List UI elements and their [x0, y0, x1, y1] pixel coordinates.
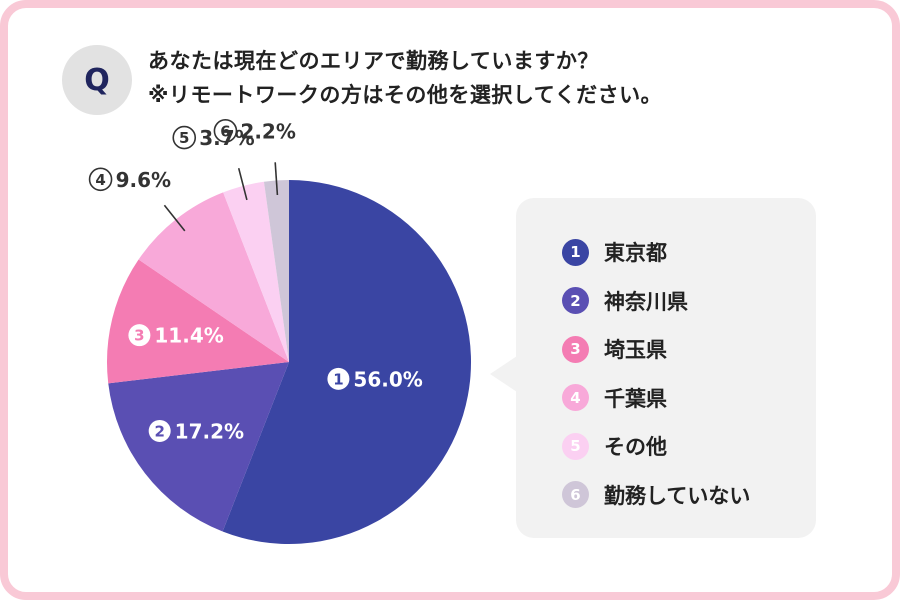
legend-label-6: 勤務していない: [604, 483, 751, 508]
legend-marker-1: 1: [562, 238, 589, 266]
data-label-value-6: 2.2%: [240, 119, 295, 143]
question-line-2: ※リモートワークの方はその他を選択してください。: [148, 83, 663, 107]
data-label-number-5: 5: [179, 129, 189, 147]
legend-marker-5: 5: [562, 432, 589, 460]
data-label-value-3: 11.4%: [154, 324, 223, 348]
data-label-4: 4 9.6%: [88, 167, 171, 192]
data-label-value-5: 3.7%: [199, 126, 254, 150]
question-badge: Q: [62, 45, 132, 115]
data-label-number-1: 1: [333, 370, 343, 388]
legend-item-5: 5 その他: [562, 422, 750, 471]
legend-label-1: 東京都: [604, 241, 667, 266]
data-label-marker-5: [172, 125, 197, 150]
data-label-6: 6 2.2%: [213, 119, 296, 143]
data-label-marker-2: [148, 419, 171, 442]
legend-label-3: 埼玉県: [604, 338, 667, 363]
data-label-value-1: 56.0%: [353, 367, 422, 391]
pie-slice-6: [263, 180, 289, 362]
legend-marker-2: 2: [562, 287, 589, 315]
legend-item-3: 3 埼玉県: [562, 325, 750, 374]
pie-slice-3: [107, 259, 289, 384]
data-label-marker-6: [213, 119, 238, 143]
leader-line-4: [163, 204, 186, 232]
question-text: あなたは現在どのエリアで勤務していますか？ ※リモートワークの方はその他を選択し…: [148, 44, 662, 112]
legend-item-6: 6 勤務していない: [562, 471, 750, 520]
data-label-value-2: 17.2%: [175, 419, 244, 443]
data-label-number-3: 3: [134, 327, 144, 345]
data-label-marker-4: [88, 167, 113, 192]
data-label-number-4: 4: [95, 171, 105, 189]
legend-label-5: その他: [604, 435, 667, 460]
pie-slice-1: [222, 180, 472, 544]
data-label-5: 5 3.7%: [172, 125, 255, 150]
legend-item-2: 2 神奈川県: [562, 277, 750, 326]
legend-label-2: 神奈川県: [604, 289, 688, 314]
question-line-1: あなたは現在どのエリアで勤務していますか？: [148, 49, 599, 73]
data-label-2: 2 17.2%: [148, 419, 244, 443]
legend: 1 東京都 2 神奈川県 3 埼玉県 4 千葉県 5 その他 6 勤務していない: [562, 228, 750, 519]
leader-line-6: [274, 162, 279, 196]
legend-label-4: 千葉県: [604, 386, 667, 411]
pie-slice-2: [108, 362, 289, 532]
data-label-value-4: 9.6%: [116, 168, 171, 192]
data-label-number-2: 2: [154, 422, 164, 440]
data-label-number-6: 6: [220, 122, 230, 140]
pie-slice-4: [138, 192, 289, 362]
legend-marker-4: 4: [562, 384, 589, 412]
data-label-3: 3 11.4%: [128, 324, 224, 348]
data-label-marker-1: [327, 367, 350, 390]
legend-marker-3: 3: [562, 335, 589, 363]
leader-line-5: [237, 167, 248, 201]
legend-marker-6: 6: [562, 481, 589, 509]
legend-item-4: 4 千葉県: [562, 374, 750, 423]
data-label-1: 1 56.0%: [327, 367, 423, 391]
legend-item-1: 1 東京都: [562, 228, 750, 277]
data-label-marker-3: [128, 324, 151, 347]
legend-pointer: [490, 356, 517, 392]
pie-slice-5: [223, 181, 289, 362]
